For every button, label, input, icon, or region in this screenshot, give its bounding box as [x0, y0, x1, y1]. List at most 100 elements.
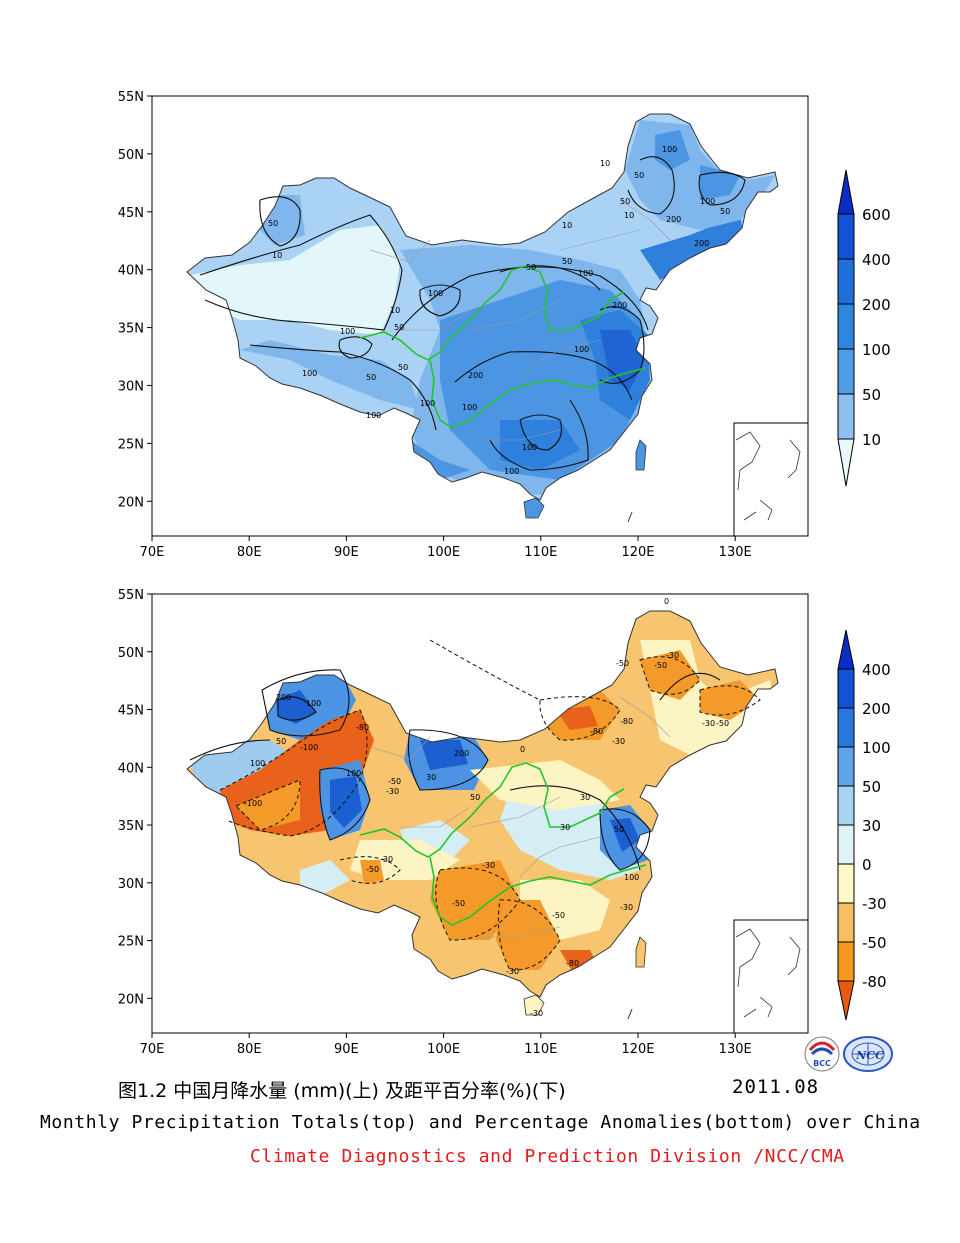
bottom-contour-label: 50: [470, 793, 480, 802]
bottom-contour-label: -50: [654, 661, 667, 670]
top-legend-cap-high: [837, 169, 855, 215]
top-contour-label: 100: [428, 289, 443, 298]
bottom-contour-label: -30: [386, 787, 399, 796]
top-contour-label: 100: [420, 399, 435, 408]
top-contour-label: 100: [340, 327, 355, 336]
bottom-contour-label: -30: [380, 855, 393, 864]
lat-label: 20N: [118, 992, 144, 1007]
top-contour-lines: [199, 156, 746, 471]
bcc-logo-text: BCC: [813, 1059, 831, 1068]
top-taiwan-island: [635, 439, 647, 471]
bottom-contour-label: 0: [520, 745, 525, 754]
top-contour-label: 50: [398, 363, 408, 372]
lat-label: 40N: [118, 264, 144, 279]
top-legend-label: 50: [862, 386, 881, 404]
bottom-legend-bin: [837, 824, 855, 865]
bottom-contour-label: -30: [702, 719, 715, 728]
top-contour-label: 10: [272, 251, 282, 260]
top-contour-label: 50: [620, 197, 630, 206]
top-legend-bin: [837, 303, 855, 350]
bottom-contour-label: -30: [612, 737, 625, 746]
top-contour-label: 50: [562, 257, 572, 266]
bcc-logo: BCC: [804, 1036, 840, 1072]
bottom-contour-label: -80: [566, 959, 579, 968]
bottom-legend-label: 400: [862, 661, 891, 679]
bottom-legend-label: 0: [862, 856, 872, 874]
bottom-contour-label: -80: [620, 717, 633, 726]
top-contour-label: 100: [522, 443, 537, 452]
bottom-legend-cap-high: [837, 629, 855, 670]
top-contour-label: 10: [600, 159, 610, 168]
bottom-contour-label: -100: [244, 799, 262, 808]
bottom-contour-label: 30: [580, 793, 590, 802]
top-legend-bin: [837, 213, 855, 260]
top-legend-label: 100: [862, 341, 891, 359]
lat-label: 25N: [118, 935, 144, 950]
bottom-contour-dashed: [219, 639, 761, 971]
lon-label: 130E: [719, 545, 752, 560]
bottom-contour-label: 100: [346, 769, 361, 778]
bottom-contour-values: 200 100 100 50 100 200 -100 -100 -80 -50…: [244, 597, 729, 1018]
lon-label: 80E: [237, 1042, 262, 1057]
bottom-contour-label: -50: [716, 719, 729, 728]
lat-label: 20N: [118, 495, 144, 510]
top-contour-label: 50: [720, 207, 730, 216]
bottom-contour-label: -30: [530, 1009, 543, 1018]
lat-label: 55N: [118, 90, 144, 105]
bottom-contour-label: -50: [452, 899, 465, 908]
bottom-contour-label: -50: [552, 911, 565, 920]
lat-label: 40N: [118, 761, 144, 776]
caption-date: 2011.08: [732, 1076, 820, 1098]
lat-label: 30N: [118, 379, 144, 394]
top-contour-label: 10: [562, 221, 572, 230]
top-legend: 600 400 200 100 50 10: [837, 169, 891, 487]
bottom-contour-solid: [189, 669, 721, 871]
top-province-lines: [369, 199, 671, 441]
top-contour-label: 100: [662, 145, 677, 154]
ncc-logo-text: NCC: [855, 1049, 884, 1062]
lon-label: 100E: [427, 1042, 460, 1057]
top-contour-label: 100: [504, 467, 519, 476]
top-contour-label: 200: [612, 301, 627, 310]
lon-label: 100E: [427, 545, 460, 560]
top-contour-label: 50: [526, 263, 536, 272]
lat-label: 50N: [118, 148, 144, 163]
top-rivers: [359, 265, 647, 429]
bottom-contour-label: 200: [454, 749, 469, 758]
top-contour-label: 100: [574, 345, 589, 354]
top-contour-values: 50 10 10 50 50 10 10 50 100 100 200 200 …: [268, 145, 730, 476]
top-contour-label: 200: [468, 371, 483, 380]
bottom-legend-label: 100: [862, 739, 891, 757]
bottom-contour-label: -80: [356, 723, 369, 732]
bottom-legend-label: -50: [862, 934, 887, 952]
bottom-contour-label: -30: [666, 651, 679, 660]
bottom-contour-label: 100: [250, 759, 265, 768]
bottom-legend-cap-low: [837, 980, 855, 1021]
bottom-legend-label: 30: [862, 817, 881, 835]
lat-label: 50N: [118, 646, 144, 661]
bottom-legend-bin: [837, 746, 855, 787]
bottom-contour-label: -30: [482, 861, 495, 870]
bottom-contour-label: 50: [614, 825, 624, 834]
top-contour-label: 10: [390, 306, 400, 315]
lat-label: 55N: [118, 588, 144, 603]
bottom-legend-bin: [837, 668, 855, 709]
bottom-anomaly-map: 200 100 100 50 100 200 -100 -100 -80 -50…: [118, 588, 891, 1057]
top-contour-label: 100: [578, 269, 593, 278]
bottom-legend-bin: [837, 863, 855, 904]
bottom-legend-bin: [837, 941, 855, 982]
bottom-contour-label: -30: [620, 903, 633, 912]
lon-label: 110E: [524, 545, 557, 560]
chinese-title: 图1.2 中国月降水量 (mm)(上) 及距平百分率(%)(下): [118, 1080, 566, 1102]
top-contour-label: 50: [268, 219, 278, 228]
top-axes: 55N 50N 45N 40N 35N 30N 25N 20N 70E 80E 90E 100E 110…: [118, 90, 752, 560]
bottom-contour-label: -50: [388, 777, 401, 786]
bottom-legend-label: 200: [862, 700, 891, 718]
top-contour-label: 100: [302, 369, 317, 378]
lon-label: 70E: [140, 1042, 165, 1057]
lon-label: 120E: [621, 545, 654, 560]
bottom-legend-label: -80: [862, 973, 887, 991]
bottom-contour-label: 200: [276, 693, 291, 702]
top-contour-label: 50: [634, 171, 644, 180]
lat-label: 45N: [118, 206, 144, 221]
